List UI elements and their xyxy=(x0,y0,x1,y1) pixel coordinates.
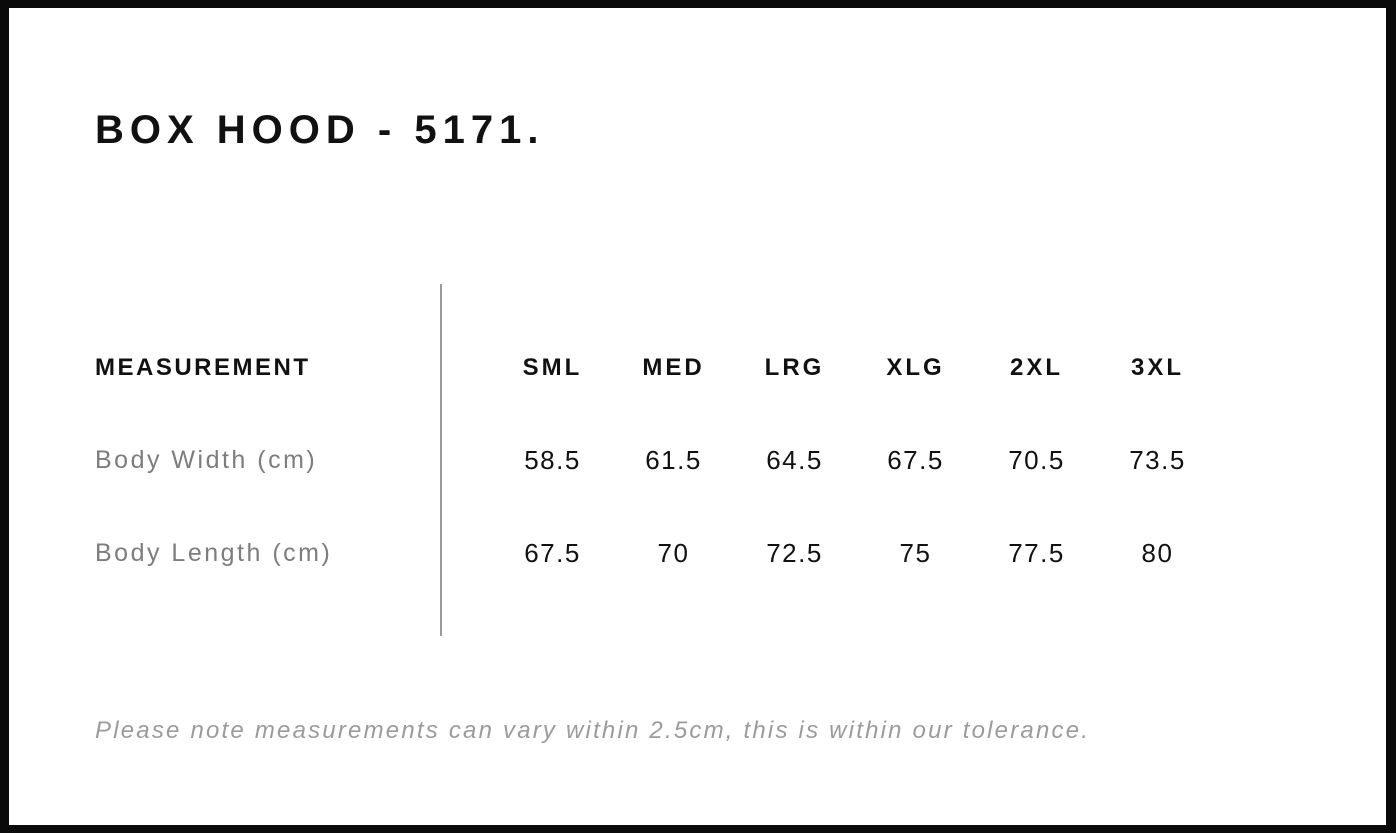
body-width-value-xlg: 67.5 xyxy=(887,445,944,475)
table-row-body-length: Body Length (cm) 67.5 70 72.5 75 77.5 80 xyxy=(95,538,1386,568)
row-label-body-length: Body Length (cm) xyxy=(95,539,333,567)
table-row-body-width: Body Width (cm) 58.5 61.5 64.5 67.5 70.5… xyxy=(95,445,1386,475)
body-length-value-xlg: 75 xyxy=(899,538,932,568)
size-column-header-med: MED xyxy=(642,354,705,381)
measurement-column-header: MEASUREMENT xyxy=(95,354,311,381)
row-label-body-width: Body Width (cm) xyxy=(95,446,318,474)
size-column-header-sml: SML xyxy=(522,354,583,381)
body-width-value-med: 61.5 xyxy=(645,445,702,475)
tolerance-note: Please note measurements can vary within… xyxy=(95,717,1091,744)
size-guide-page: BOX HOOD - 5171. MEASUREMENT SML MED LRG… xyxy=(9,8,1386,825)
body-width-value-3xl: 73.5 xyxy=(1129,445,1186,475)
size-column-header-2xl: 2XL xyxy=(1009,354,1063,381)
body-length-value-lrg: 72.5 xyxy=(766,538,823,568)
size-chart-header-row: MEASUREMENT SML MED LRG XLG 2XL 3XL xyxy=(95,353,1386,383)
body-width-value-lrg: 64.5 xyxy=(766,445,823,475)
body-width-value-sml: 58.5 xyxy=(524,445,581,475)
size-column-header-xlg: XLG xyxy=(886,354,945,381)
body-width-value-2xl: 70.5 xyxy=(1008,445,1065,475)
table-vertical-divider xyxy=(440,284,442,636)
body-length-value-2xl: 77.5 xyxy=(1008,538,1065,568)
size-column-header-3xl: 3XL xyxy=(1130,354,1184,381)
body-length-value-sml: 67.5 xyxy=(524,538,581,568)
page-title: BOX HOOD - 5171. xyxy=(95,108,545,152)
body-length-value-med: 70 xyxy=(657,538,690,568)
body-length-value-3xl: 80 xyxy=(1141,538,1174,568)
size-column-header-lrg: LRG xyxy=(764,354,825,381)
